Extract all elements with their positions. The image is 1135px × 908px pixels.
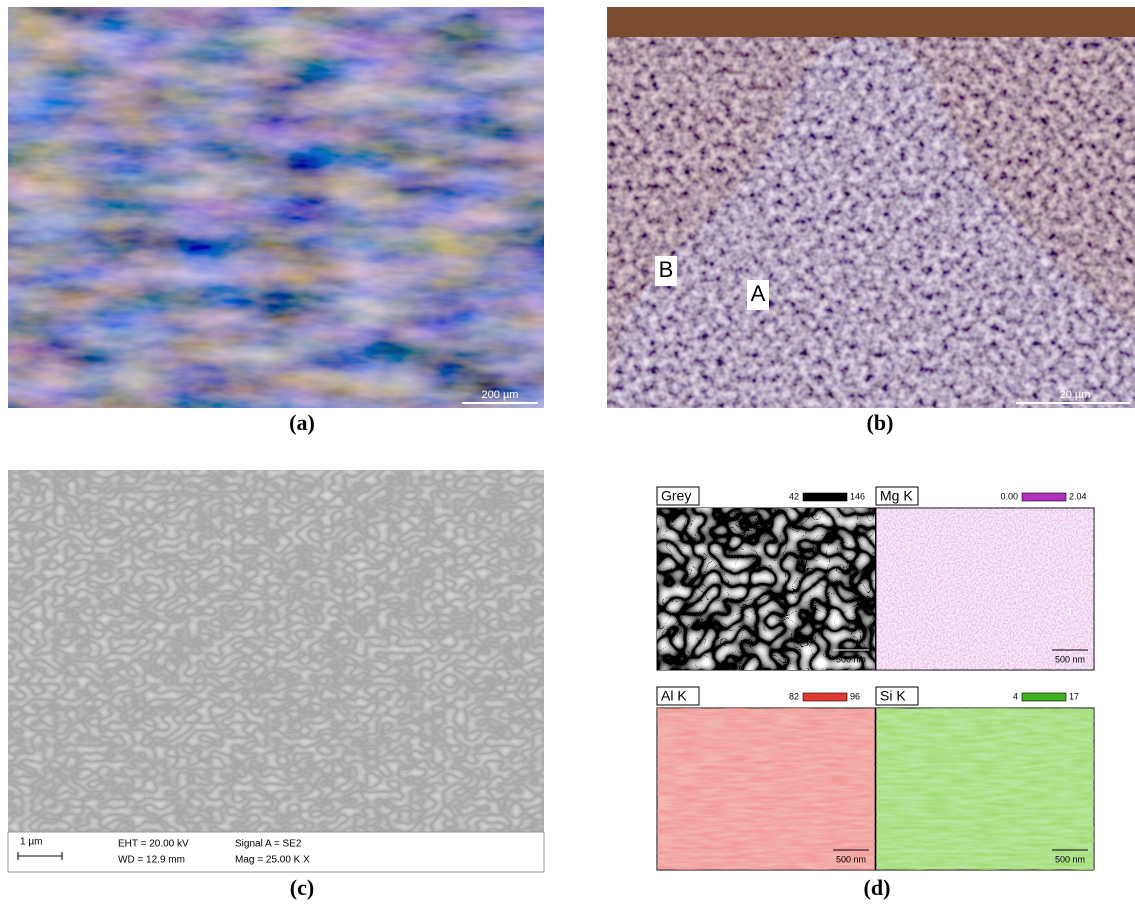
texture — [876, 708, 1094, 870]
colorbar-max: 17 — [1069, 691, 1079, 701]
colorbar-min: 42 — [789, 491, 799, 501]
colorbar — [803, 493, 847, 501]
panel-label: (c) — [290, 875, 314, 900]
colorbar — [1022, 693, 1066, 701]
region-label: B — [659, 257, 674, 282]
map-title: Mg K — [880, 488, 913, 504]
scale-bar-label: 20 µm — [1060, 389, 1091, 401]
scale-bar-label: 500 nm — [1055, 854, 1085, 864]
colorbar — [803, 693, 847, 701]
scale-bar-label: 1 µm — [20, 837, 42, 848]
texture — [657, 508, 875, 670]
map-title: Al K — [661, 688, 687, 704]
info-text: EHT = 20.00 kV — [118, 839, 189, 850]
scale-bar-label: 500 nm — [1055, 654, 1085, 664]
colorbar-min: 4 — [1013, 691, 1018, 701]
texture — [8, 470, 544, 832]
scale-bar-label: 500 nm — [836, 654, 866, 664]
figure: 200 µm (a) B A 20 µm (b) 1 µm EHT = 20.0… — [0, 0, 1135, 908]
colorbar-max: 146 — [850, 491, 865, 501]
panel-label: (a) — [289, 410, 315, 435]
map-title: Si K — [880, 688, 906, 704]
map-title: Grey — [661, 488, 691, 504]
scale-bar-label: 200 µm — [482, 389, 519, 401]
texture — [8, 7, 544, 408]
info-text: WD = 12.9 mm — [118, 855, 185, 866]
colorbar-max: 2.04 — [1069, 491, 1087, 501]
region-label: A — [751, 281, 766, 306]
panel-label: (b) — [867, 410, 894, 435]
colorbar-max: 96 — [850, 691, 860, 701]
info-text: Mag = 25.00 K X — [235, 855, 310, 866]
info-text: Signal A = SE2 — [235, 839, 302, 850]
colorbar-min: 82 — [789, 691, 799, 701]
texture — [657, 708, 875, 870]
panel-label: (d) — [864, 875, 891, 900]
colorbar — [1022, 493, 1066, 501]
colorbar-min: 0.00 — [1000, 491, 1018, 501]
texture — [876, 508, 1094, 670]
scale-bar-label: 500 nm — [836, 854, 866, 864]
